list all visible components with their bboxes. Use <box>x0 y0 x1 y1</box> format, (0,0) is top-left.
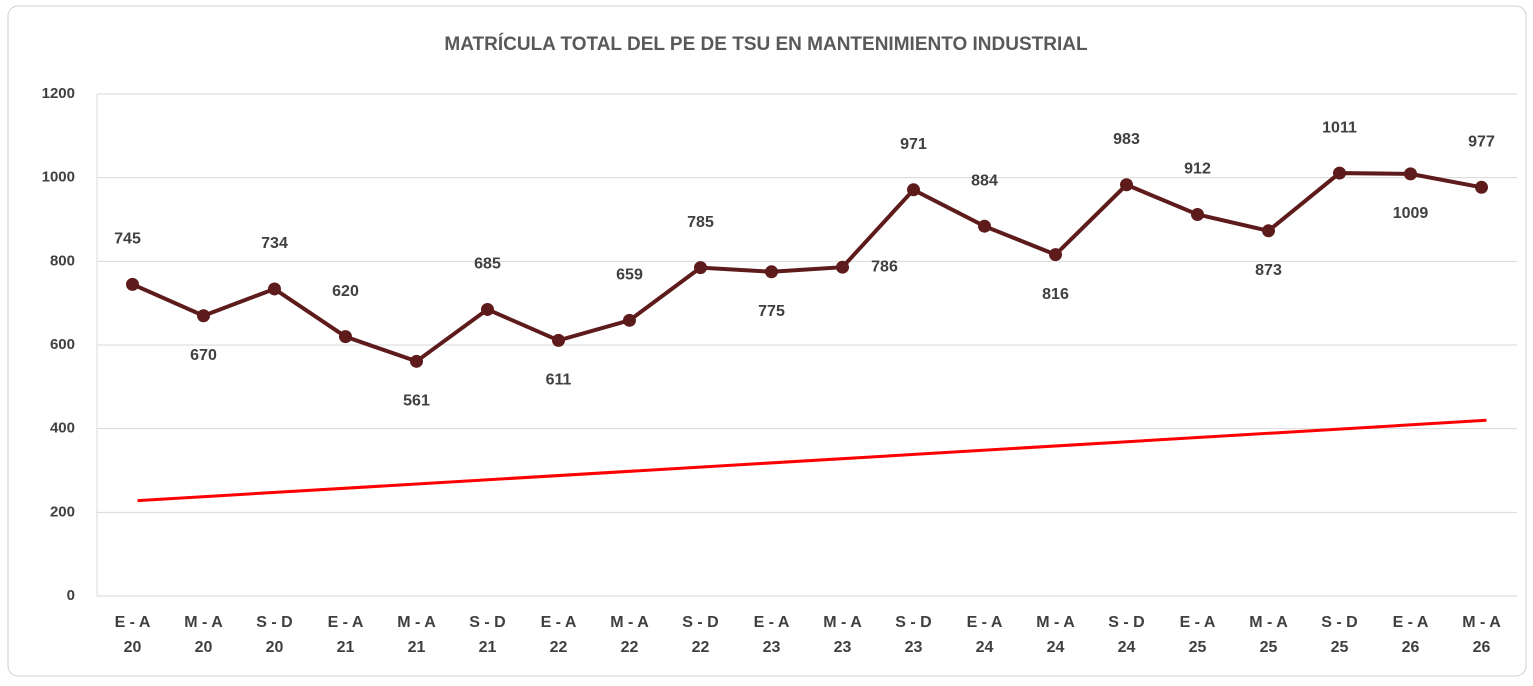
marker <box>1333 166 1346 180</box>
marker <box>836 260 849 274</box>
data-label: 1011 <box>1322 119 1357 136</box>
x-tick-label: 25 <box>1189 639 1207 656</box>
data-label: 884 <box>971 172 998 189</box>
x-tick-label: 23 <box>834 639 852 656</box>
x-tick-label: S - D <box>682 614 718 631</box>
data-label: 983 <box>1113 131 1140 148</box>
x-tick-label: 26 <box>1402 639 1420 656</box>
x-tick-label: 20 <box>266 639 284 656</box>
marker <box>552 333 565 347</box>
x-tick-label: 26 <box>1473 639 1491 656</box>
x-tick-label: 22 <box>621 639 639 656</box>
marker <box>978 219 991 233</box>
y-tick-label: 400 <box>50 420 75 437</box>
x-tick-label: M - A <box>1249 614 1288 631</box>
x-tick-label: S - D <box>256 614 292 631</box>
x-tick-label: E - A <box>1180 614 1216 631</box>
x-tick-label: E - A <box>967 614 1003 631</box>
x-tick-label: 25 <box>1331 639 1349 656</box>
data-label: 971 <box>900 136 927 153</box>
data-label: 611 <box>546 372 572 389</box>
y-tick-label: 1000 <box>42 169 75 186</box>
marker <box>1120 178 1133 192</box>
x-tick-label: 22 <box>692 639 710 656</box>
y-tick-label: 800 <box>50 252 75 269</box>
marker <box>907 183 920 197</box>
marker <box>1049 248 1062 262</box>
x-tick-label: 21 <box>408 639 426 656</box>
data-label: 912 <box>1184 161 1211 178</box>
y-tick-label: 0 <box>67 587 75 604</box>
x-tick-label: M - A <box>184 614 223 631</box>
chart-border <box>7 5 1527 677</box>
y-tick-label: 600 <box>50 336 75 353</box>
data-label: 775 <box>758 303 785 320</box>
y-tick-label: 1200 <box>42 85 75 102</box>
x-tick-label: 23 <box>763 639 781 656</box>
x-tick-label: M - A <box>610 614 649 631</box>
x-tick-label: S - D <box>895 614 931 631</box>
marker <box>268 282 281 296</box>
marker <box>1262 224 1275 238</box>
data-label: 786 <box>871 258 898 275</box>
x-tick-label: 21 <box>337 639 355 656</box>
x-tick-label: 20 <box>124 639 142 656</box>
x-tick-label: 24 <box>1047 639 1065 656</box>
x-tick-label: E - A <box>328 614 364 631</box>
x-tick-label: 21 <box>479 639 497 656</box>
data-label: 977 <box>1468 134 1495 151</box>
x-tick-label: S - D <box>1321 614 1357 631</box>
x-tick-label: E - A <box>541 614 577 631</box>
x-tick-label: 25 <box>1260 639 1278 656</box>
marker <box>694 261 707 275</box>
y-tick-label: 200 <box>50 503 75 520</box>
data-label: 620 <box>332 283 359 300</box>
marker <box>1475 180 1488 194</box>
marker <box>1191 207 1204 221</box>
chart-title: MATRÍCULA TOTAL DEL PE DE TSU EN MANTENI… <box>444 33 1088 55</box>
marker <box>410 354 423 368</box>
data-label: 685 <box>474 256 501 273</box>
data-label: 734 <box>261 235 288 252</box>
marker <box>197 309 210 323</box>
marker <box>339 330 352 344</box>
data-label: 659 <box>616 267 643 284</box>
x-tick-label: 24 <box>976 639 994 656</box>
data-line <box>131 171 1482 364</box>
marker <box>765 265 778 279</box>
data-label: 873 <box>1255 262 1282 279</box>
x-tick-label: M - A <box>1462 614 1501 631</box>
marker <box>481 302 494 316</box>
x-tick-label: 20 <box>195 639 213 656</box>
x-tick-label: S - D <box>1108 614 1144 631</box>
marker <box>623 313 636 327</box>
data-label: 561 <box>403 393 430 410</box>
x-tick-label: E - A <box>754 614 790 631</box>
data-label: 816 <box>1042 286 1069 303</box>
x-tick-label: 23 <box>905 639 923 656</box>
marker <box>126 277 139 291</box>
data-label: 785 <box>687 214 714 231</box>
x-tick-label: E - A <box>115 614 151 631</box>
x-tick-label: S - D <box>469 614 505 631</box>
x-tick-label: 22 <box>550 639 568 656</box>
x-tick-label: M - A <box>823 614 862 631</box>
x-tick-label: M - A <box>1036 614 1075 631</box>
data-label: 670 <box>190 347 217 364</box>
marker <box>1404 167 1417 181</box>
data-label: 745 <box>114 231 141 248</box>
data-label: 1009 <box>1393 205 1429 222</box>
x-tick-label: E - A <box>1393 614 1429 631</box>
x-tick-label: M - A <box>397 614 436 631</box>
x-tick-label: 24 <box>1118 639 1136 656</box>
trend-line <box>137 418 1487 503</box>
